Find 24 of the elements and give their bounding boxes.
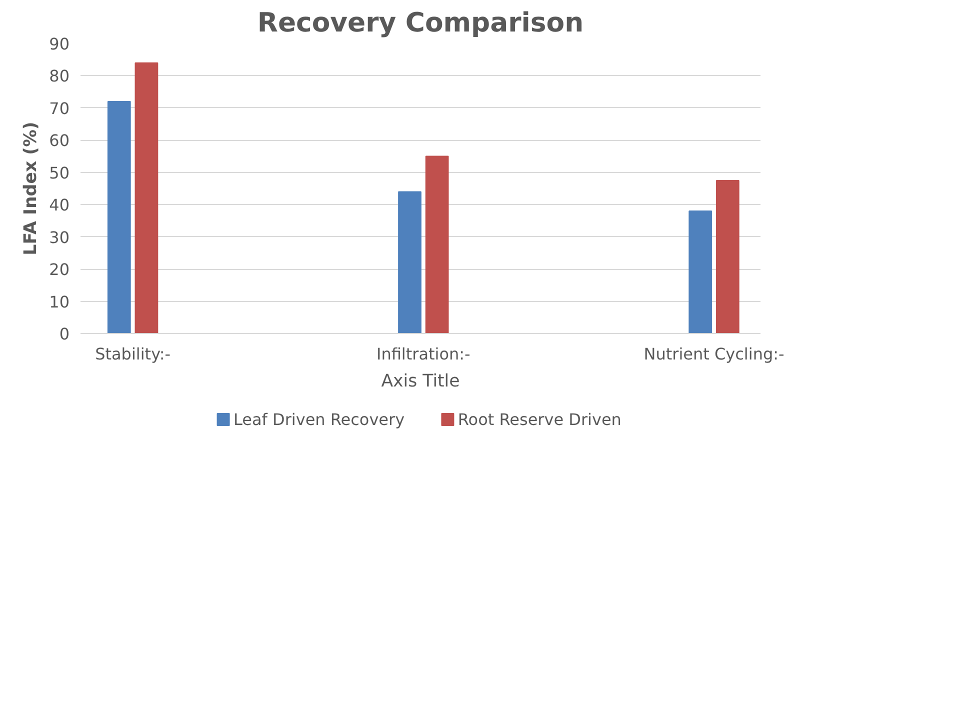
bar [134, 62, 158, 334]
y-tick-label: 90 [49, 34, 70, 54]
x-tick-label: Nutrient Cycling:- [644, 344, 784, 364]
y-tick-label: 70 [49, 98, 70, 118]
bar [716, 180, 740, 334]
bar [688, 210, 712, 334]
x-axis-title: Axis Title [381, 372, 460, 392]
bar [425, 156, 449, 334]
y-tick-label: 60 [49, 131, 70, 150]
bar [107, 101, 131, 334]
x-tick-label: Infiltration:- [376, 344, 470, 364]
bar [398, 191, 422, 334]
legend-label: Root Reserve Driven [458, 410, 622, 429]
y-tick-label: 0 [59, 324, 70, 344]
y-tick-label: 20 [49, 260, 70, 280]
y-tick-label: 50 [49, 163, 70, 182]
y-tick-label: 30 [49, 228, 70, 247]
x-tick-label: Stability:- [95, 344, 171, 364]
y-tick-label: 80 [49, 66, 70, 86]
y-tick-label: 40 [49, 196, 70, 215]
y-tick-label: 10 [49, 292, 70, 312]
chart-title: Recovery Comparison [257, 8, 584, 38]
y-axis-title: LFA Index (%) [21, 122, 42, 256]
legend-label: Leaf Driven Recovery [234, 410, 405, 429]
